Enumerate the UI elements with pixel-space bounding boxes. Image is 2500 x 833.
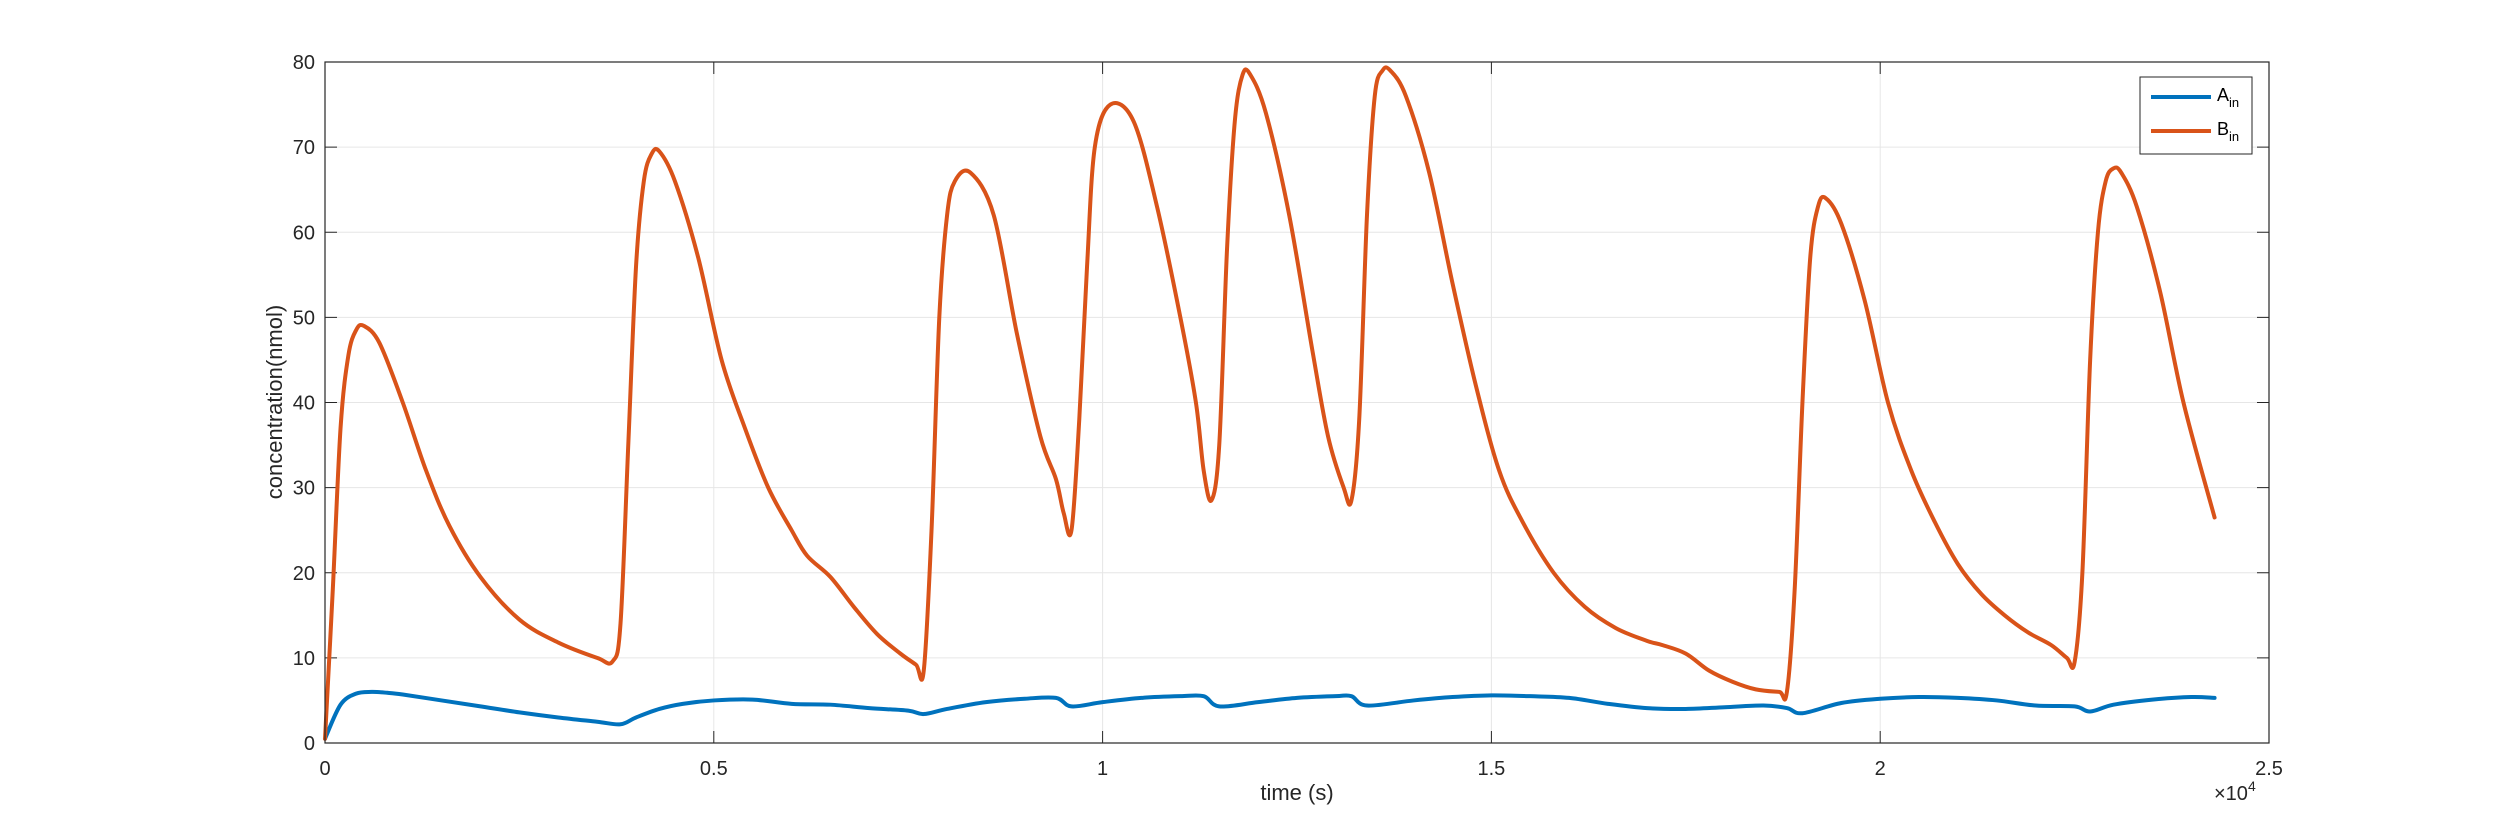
x-tick-label: 2 <box>1875 758 1886 780</box>
legend: Ain Bin <box>2139 76 2253 155</box>
axis-ticks: 0 0.5 1 1.5 2 2.5 0 10 20 30 40 50 60 70 80 <box>293 52 2283 780</box>
y-tick-label: 20 <box>293 563 315 585</box>
x-tick-label: 1.5 <box>1477 758 1505 780</box>
series-line-a-in <box>323 689 2217 741</box>
y-tick-label: 70 <box>293 137 315 159</box>
data-series <box>323 65 2217 741</box>
y-tick-label: 10 <box>293 648 315 670</box>
y-tick-label: 60 <box>293 222 315 244</box>
y-tick-label: 50 <box>293 307 315 329</box>
legend-box <box>2139 76 2253 155</box>
plot-frame <box>324 61 2270 744</box>
y-axis-label: concentration(nmol) <box>262 305 287 499</box>
x-tick-label: 1 <box>1097 758 1108 780</box>
x-axis-label: time (s) <box>1260 780 1333 805</box>
series-line-b-in <box>323 65 2217 741</box>
legend-entry-b-in: Bin <box>2151 119 2239 144</box>
legend-entry-a-in: Ain <box>2151 85 2239 110</box>
x-axis-exponent: ×104 <box>2214 778 2256 805</box>
y-tick-label: 30 <box>293 478 315 500</box>
legend-label-a-in: Ain <box>2217 85 2239 110</box>
legend-label-b-in: Bin <box>2217 119 2239 144</box>
y-tick-label: 80 <box>293 52 315 74</box>
y-tick-label: 0 <box>304 733 315 755</box>
x-tick-label: 0 <box>319 758 330 780</box>
y-tick-label: 40 <box>293 393 315 415</box>
x-tick-label: 0.5 <box>700 758 728 780</box>
x-tick-label: 2.5 <box>2255 758 2283 780</box>
